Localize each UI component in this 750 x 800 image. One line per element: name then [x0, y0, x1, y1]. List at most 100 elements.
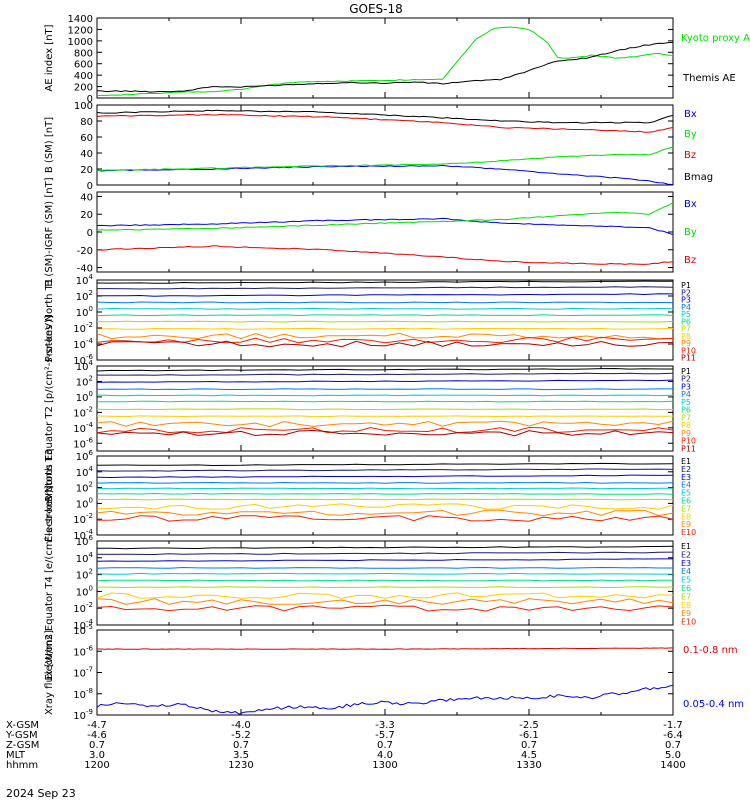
panel-7-ytick-4-label: 10-9 — [73, 708, 93, 722]
legend-1-bmag: Bmag — [684, 172, 713, 183]
footer-value: -2.5 — [519, 720, 539, 731]
footer-value: 5.0 — [665, 750, 681, 761]
panel-1-series-bmag — [96, 109, 674, 124]
footer-value: -4.7 — [87, 720, 107, 731]
legend-6-e9: E9 — [681, 609, 691, 618]
panel-0-ytick-label: 1200 — [68, 25, 93, 36]
panel-7-ytick-3-label: 10-8 — [73, 687, 93, 701]
panel-5-channel-e8 — [96, 503, 674, 510]
panel-4-channel-p6 — [96, 400, 674, 403]
panel-4-channel-p3 — [96, 379, 674, 383]
panel-0-ylabel: AE index [nT] — [44, 24, 55, 91]
panel-2-series-bz — [96, 245, 674, 265]
legend-3-p9: P9 — [681, 339, 691, 348]
panel-5-channel-e6 — [96, 492, 674, 495]
panel-1-ylabel: B (SM) [nT] — [44, 117, 55, 173]
legend-xray-short: 0.05-0.4 nm — [683, 699, 744, 710]
panel-6-ytick-3: 100 — [76, 584, 93, 598]
legend-3-p10: P10 — [681, 346, 696, 355]
panel-4-ytick-0: 104 — [76, 359, 94, 373]
legend-6-e8: E8 — [681, 601, 691, 610]
panel-6-channel-e6 — [96, 579, 674, 582]
panel-5-channel-e5 — [96, 487, 673, 490]
panel-3-ytick-2: 100 — [76, 305, 93, 319]
footer-value: 0.7 — [521, 740, 537, 751]
panel-6: Electrons Equator T4 [e/(cm²-s-sr-keV)] 1… — [44, 485, 696, 680]
panel-1-series-bz — [96, 113, 674, 133]
panel-5-channel-e4 — [96, 481, 674, 484]
panel-0-ytick-label: 800 — [74, 48, 93, 59]
legend-5-e7: E7 — [681, 504, 691, 513]
panel-2-ytick-label: -40 — [77, 264, 93, 275]
panel-5-frame — [96, 455, 674, 536]
legend-6-e7: E7 — [681, 592, 691, 601]
panel-4-ytick-1: 102 — [76, 374, 93, 388]
panel-3-ytick-4: 10-4 — [73, 337, 93, 351]
panel-3-ytick-0-label: 104 — [76, 273, 94, 287]
legend-6-e6: E6 — [681, 584, 691, 593]
panel-3-ytick-3-label: 10-2 — [73, 321, 93, 335]
panel-6-ytick-2-label: 102 — [76, 568, 93, 582]
panel-0-series-kyoto-proxy-ae — [96, 26, 674, 97]
legend-4-p11: P11 — [681, 444, 696, 453]
panel-0-ytick-label: 600 — [74, 60, 93, 71]
panel-1: B (SM) [nT] 0 20 40 60 80 100 Bx By Bz Bmag — [44, 101, 713, 192]
legend-3-p8: P8 — [681, 332, 691, 341]
panels-group: AE index [nT]0200400600800100012001400Ky… — [44, 14, 750, 722]
panel-3-frame — [96, 279, 674, 361]
panel-0-ytick-label: 1400 — [68, 14, 93, 25]
panel-3-channel-p8 — [96, 327, 674, 330]
panel-4-channel-p7 — [96, 408, 674, 411]
panel-6-channel-e9 — [96, 598, 674, 605]
legend-6-e3: E3 — [681, 559, 691, 568]
panel-4-ytick-4: 10-4 — [73, 421, 93, 435]
panel-3-ylabel: Protons North T1 — [44, 278, 55, 362]
panel-3-ytick-3: 10-2 — [73, 321, 93, 335]
panel-4-ytick-2: 100 — [76, 390, 93, 404]
panel-3-channel-p3 — [96, 293, 674, 297]
legend-themis-ae: Themis AE — [682, 73, 736, 84]
panel-5-channel-e3 — [96, 474, 674, 479]
panel-6-ytick-1: 104 — [76, 551, 94, 565]
footer-value: 0.7 — [89, 740, 105, 751]
legend-3-p11: P11 — [681, 354, 696, 363]
panel-1-ytick-label: 20 — [80, 165, 93, 176]
panel-3-ytick-1: 102 — [76, 289, 93, 303]
date-label: 2024 Sep 23 — [6, 787, 76, 800]
panel-5-ytick-4-label: 10-2 — [73, 512, 93, 526]
legend-4-p6: P6 — [681, 406, 691, 415]
panel-2-ytick-label: 40 — [80, 192, 93, 203]
legend-4-p5: P5 — [681, 398, 691, 407]
panel-4-ytick-5: 10-6 — [73, 436, 93, 450]
legend-6-e4: E4 — [681, 567, 691, 576]
panel-0-ytick-label: 1000 — [68, 37, 93, 48]
footer-value: 1300 — [372, 760, 397, 771]
legend-5-e2: E2 — [681, 465, 691, 474]
panel-4-channel-p10 — [96, 426, 674, 434]
footer-value: 1400 — [660, 760, 685, 771]
panel-5-ytick-3: 100 — [76, 496, 93, 510]
legend-4-p3: P3 — [681, 382, 691, 391]
panel-3-channel-p2 — [97, 286, 674, 290]
panel-3-ytick-5-label: 10-6 — [73, 353, 93, 367]
panel-2-ytick-label: -20 — [77, 246, 93, 257]
panel-6-ylabel-text: Electrons Equator T4 [e/(cm²-s-sr-keV)] — [44, 485, 55, 680]
legend-xray-long: 0.1-0.8 nm — [683, 645, 738, 656]
footer-value: 1200 — [84, 760, 109, 771]
panel-6-ytick-5-label: 10-4 — [73, 618, 93, 632]
footer-value: -6.4 — [663, 730, 683, 741]
panel-4-channel-p5 — [96, 394, 674, 397]
panel-2-ytick-label: 20 — [80, 210, 93, 221]
footer-value: 0.7 — [665, 740, 681, 751]
panel-3-channel-p1 — [96, 280, 674, 284]
legend-4-p1: P1 — [681, 367, 691, 376]
panel-5-channel-e7 — [96, 498, 674, 501]
panel-2-series-bx — [96, 217, 674, 236]
panel-5-channel-e2 — [96, 468, 674, 472]
panel-7-ytick-0: 10-5 — [73, 623, 93, 637]
panel-6-channel-e8 — [96, 592, 674, 599]
panel-1-ytick-label: 100 — [74, 101, 93, 112]
panel-4-channel-p11 — [96, 429, 674, 437]
legend-3-p5: P5 — [681, 310, 691, 319]
footer-value: 0.7 — [233, 740, 249, 751]
